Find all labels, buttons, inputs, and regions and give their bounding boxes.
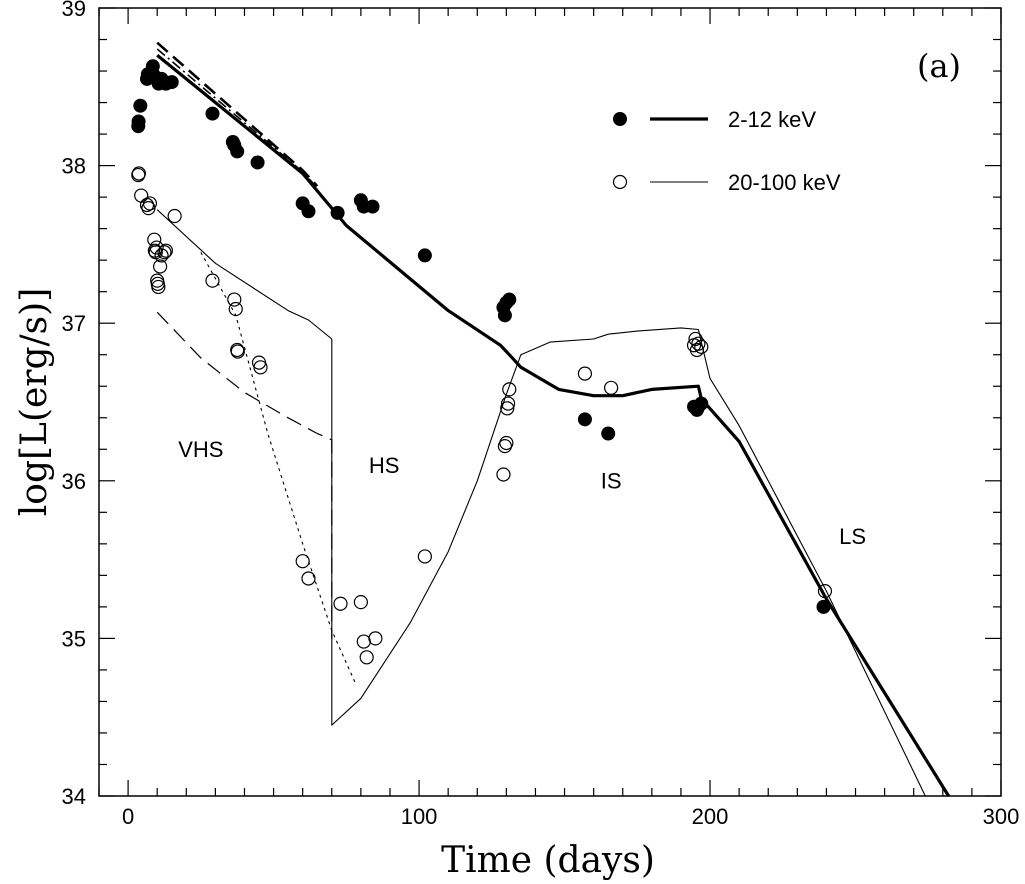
data-point-open — [230, 344, 245, 359]
data-point-open — [333, 596, 348, 611]
data-point-filled — [694, 396, 709, 411]
region-label-vhs: VHS — [178, 437, 223, 462]
x-axis-title: Time (days) — [441, 840, 655, 881]
data-point-open — [134, 188, 149, 203]
y-tick-label: 34 — [62, 784, 86, 809]
data-point-filled — [497, 308, 512, 323]
model-curve-thin — [156, 209, 926, 797]
panel-label: (a) — [917, 47, 961, 85]
x-tick-label: 300 — [983, 804, 1020, 829]
data-point-open — [500, 401, 515, 416]
data-point-open — [694, 339, 709, 354]
data-point-open — [301, 571, 316, 586]
data-point-open — [158, 243, 174, 258]
x-tick-label: 100 — [401, 804, 438, 829]
tick-labels: 0 100 200 300 34 35 36 37 38 39 — [62, 0, 1020, 829]
data-point-filled — [577, 412, 592, 427]
model-curve-dashed — [156, 41, 319, 187]
x-tick-label: 200 — [692, 804, 729, 829]
y-axis-title: log[L(erg/s)] — [14, 288, 55, 516]
data-point-filled — [133, 98, 148, 113]
data-points — [131, 59, 833, 665]
data-point-open — [253, 360, 268, 375]
data-point-open — [228, 301, 243, 317]
region-label-ls: LS — [839, 524, 866, 549]
region-label-hs: HS — [369, 453, 400, 478]
y-tick-label: 39 — [62, 0, 86, 21]
data-point-open — [501, 396, 516, 411]
data-point-filled — [816, 599, 831, 614]
data-point-filled — [502, 292, 517, 307]
legend: 2-12 keV 20-100 keV — [612, 107, 841, 195]
data-point-open — [295, 554, 310, 569]
data-point-open — [153, 259, 168, 274]
data-point-filled — [131, 114, 146, 129]
data-point-open — [131, 166, 146, 181]
data-point-open — [417, 549, 432, 564]
model-curve-dotted — [200, 252, 356, 683]
legend-label: 20-100 keV — [728, 170, 841, 195]
data-point-filled — [301, 204, 316, 219]
legend-label: 2-12 keV — [728, 107, 816, 132]
data-point-filled — [601, 426, 616, 441]
data-point-filled — [330, 205, 345, 220]
plot-area-frame — [98, 7, 1002, 797]
legend-marker-open — [612, 174, 628, 190]
region-labels: VHS HS IS LS — [178, 437, 866, 549]
data-point-open — [691, 336, 706, 351]
legend-marker-filled — [613, 112, 627, 126]
axis-ticks — [98, 7, 1002, 797]
data-point-open — [356, 634, 371, 649]
data-point-filled — [250, 155, 265, 170]
x-tick-label: 0 — [122, 804, 134, 829]
data-point-open — [502, 382, 517, 397]
data-point-open — [353, 595, 368, 610]
data-point-open — [149, 240, 164, 255]
data-point-open — [359, 650, 374, 665]
data-point-open — [604, 380, 619, 395]
data-point-open — [499, 435, 514, 451]
data-point-open — [689, 342, 705, 358]
data-point-filled — [230, 144, 245, 159]
region-label-is: IS — [601, 469, 622, 494]
y-tick-label: 38 — [62, 154, 86, 179]
data-point-filled — [365, 199, 380, 214]
y-tick-label: 35 — [62, 626, 86, 651]
data-point-open — [817, 584, 833, 599]
model-curves — [156, 41, 950, 797]
data-point-open — [154, 248, 169, 263]
data-point-open — [368, 631, 383, 646]
data-point-open — [577, 366, 593, 381]
data-point-open — [151, 279, 166, 295]
data-point-open — [157, 245, 172, 260]
model-curve-dash-dot — [156, 48, 318, 189]
data-point-filled — [205, 106, 220, 121]
y-tick-label: 36 — [62, 469, 86, 494]
data-point-open — [227, 292, 242, 307]
y-tick-label: 37 — [62, 311, 86, 336]
data-point-open — [167, 208, 182, 224]
model-curve-thick — [156, 54, 950, 797]
model-curve-long-dashed — [156, 311, 333, 639]
data-point-open — [205, 273, 220, 288]
data-point-filled — [164, 75, 179, 90]
data-point-open — [142, 196, 158, 211]
data-point-filled — [417, 248, 432, 263]
data-point-open — [496, 467, 511, 482]
